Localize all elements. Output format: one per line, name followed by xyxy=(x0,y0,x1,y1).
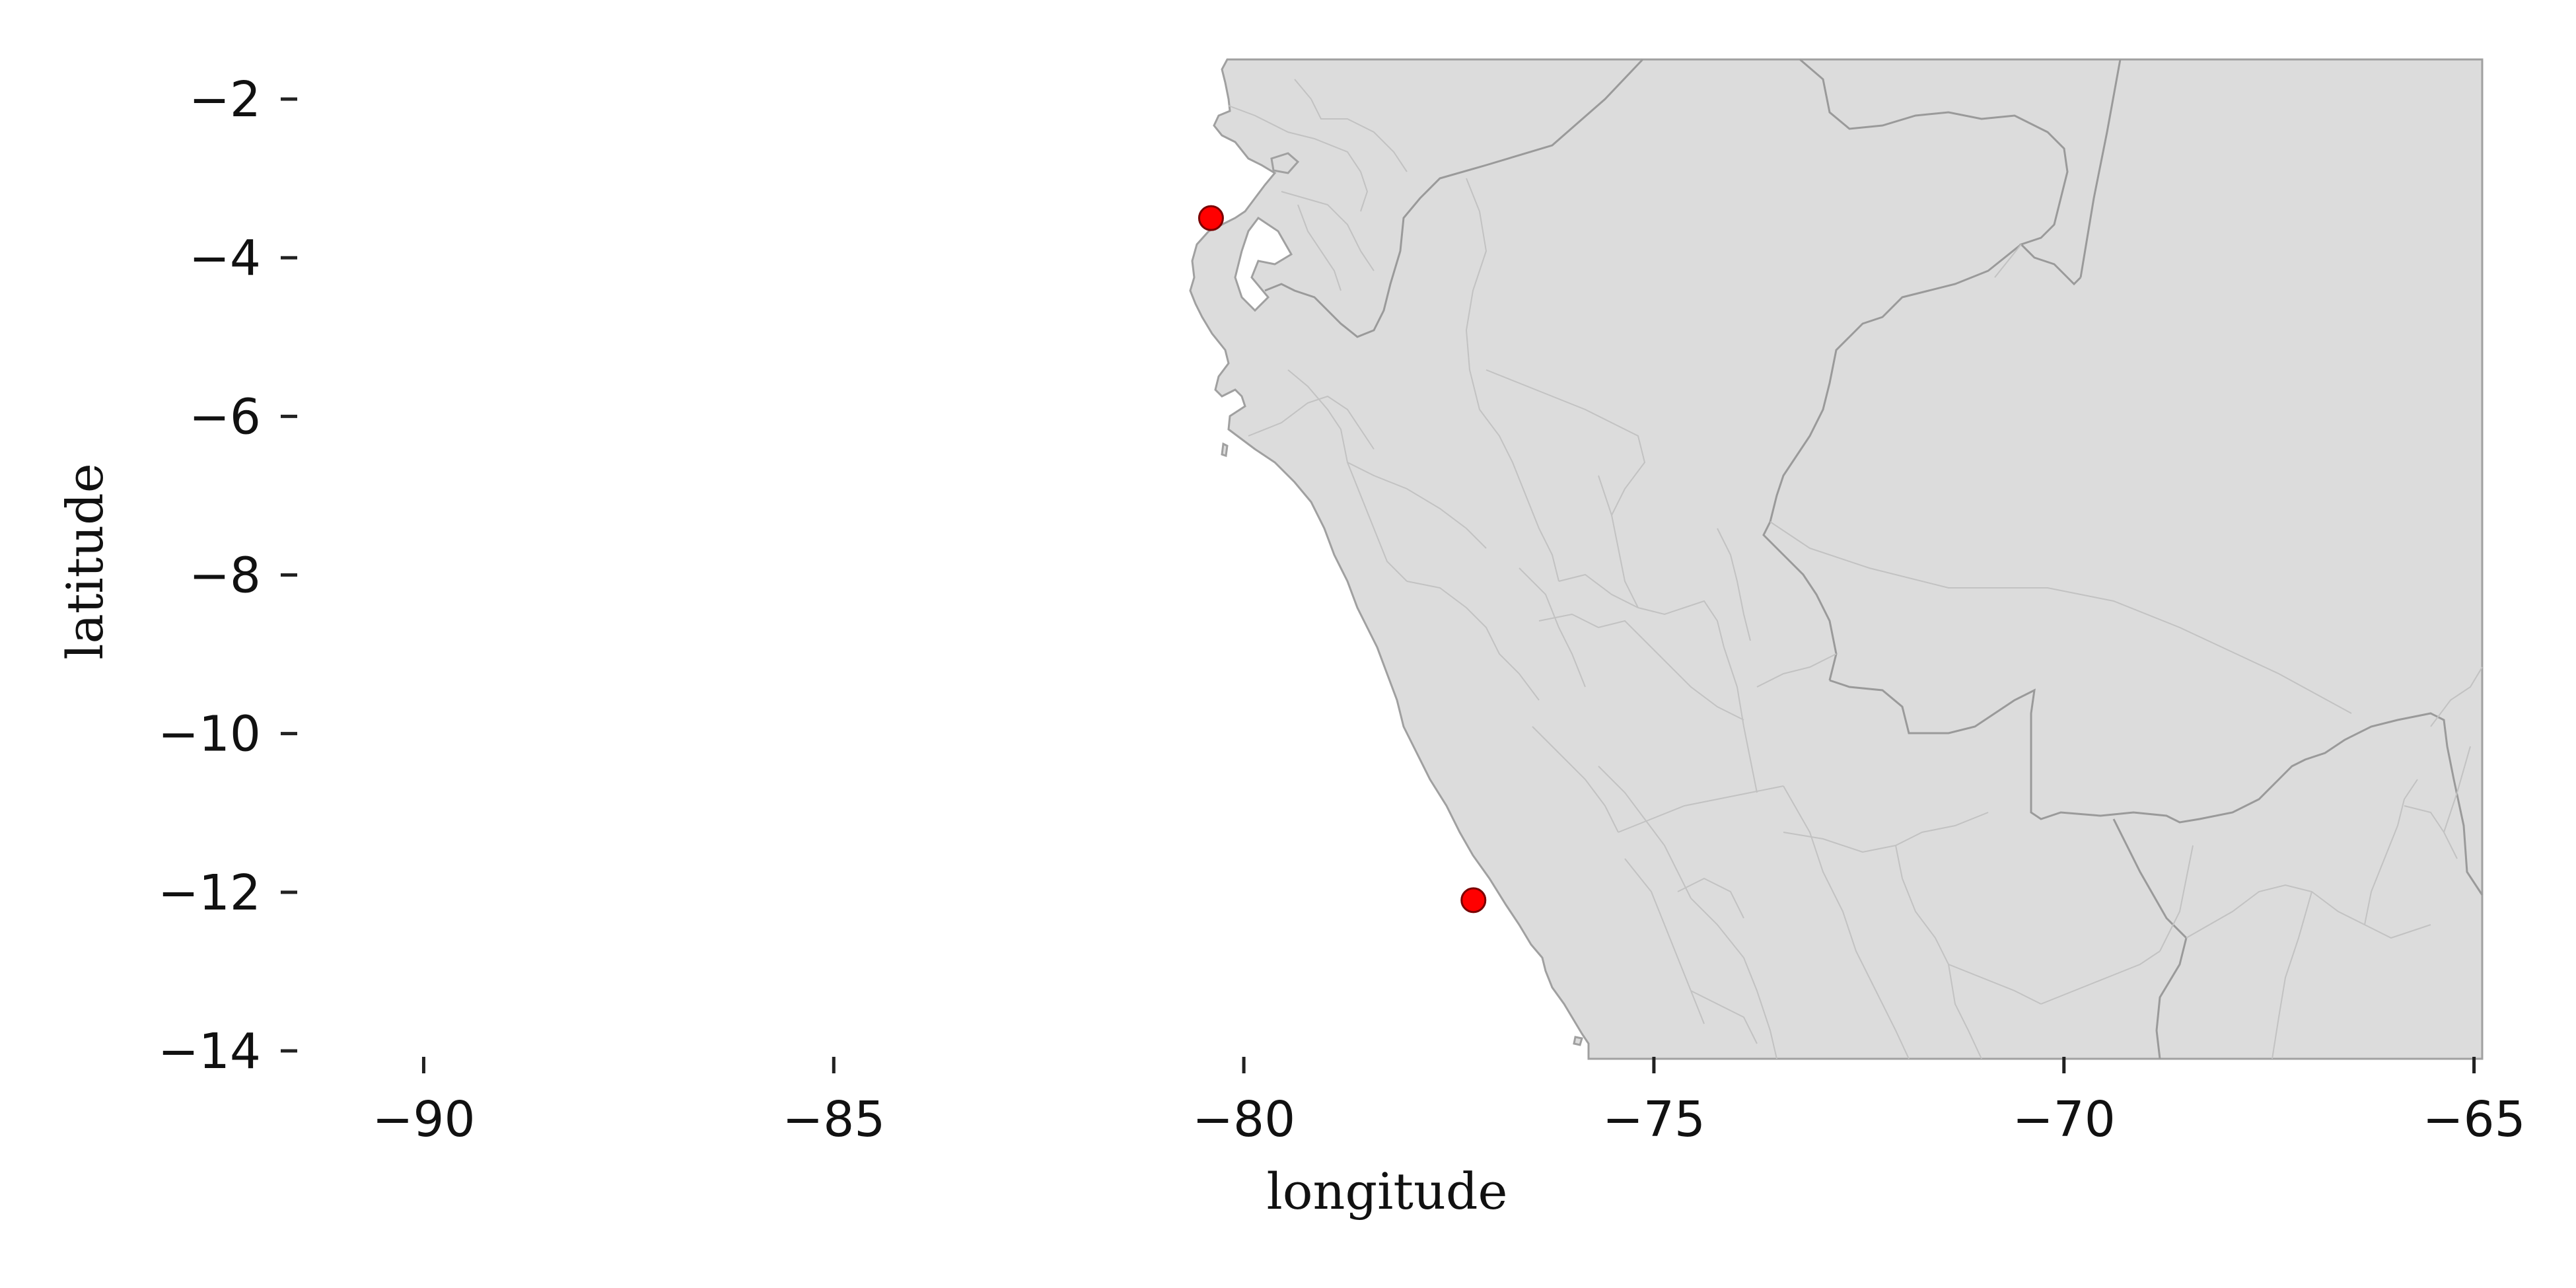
x-tick-label: −80 xyxy=(1192,1091,1295,1148)
point-layer xyxy=(1198,205,1487,913)
basemap xyxy=(1189,58,2484,1060)
x-tick-label: −90 xyxy=(372,1091,475,1148)
puna-island xyxy=(1270,152,1300,174)
x-axis-label: longitude xyxy=(1266,1162,1507,1221)
y-axis-label: latitude xyxy=(55,463,114,660)
y-tick-label: −4 xyxy=(189,230,261,287)
x-tick-label: −85 xyxy=(782,1091,885,1148)
islet xyxy=(1221,442,1229,457)
y-tick-label: −8 xyxy=(189,548,261,604)
y-axis: −2 −4 −6 −8 −10 −12 −14 xyxy=(158,71,297,1080)
location-point xyxy=(1460,887,1487,913)
land-area xyxy=(1189,58,2484,1060)
location-point xyxy=(1198,205,1224,231)
y-tick-label: −12 xyxy=(158,865,261,921)
x-tick-label: −70 xyxy=(2013,1091,2116,1148)
y-tick-label: −10 xyxy=(158,706,261,763)
islet xyxy=(1573,1036,1583,1046)
country-borders xyxy=(1264,58,2484,1059)
y-tick-label: −14 xyxy=(158,1023,261,1080)
gulf-water xyxy=(1234,216,1293,312)
x-axis: −90 −85 −80 −75 −70 −65 xyxy=(372,1057,2526,1148)
y-tick-label: −2 xyxy=(189,71,261,128)
region-borders xyxy=(1228,79,2483,1059)
x-tick-label: −75 xyxy=(1602,1091,1705,1148)
y-tick-label: −6 xyxy=(189,388,261,445)
x-tick-label: −65 xyxy=(2422,1091,2525,1148)
